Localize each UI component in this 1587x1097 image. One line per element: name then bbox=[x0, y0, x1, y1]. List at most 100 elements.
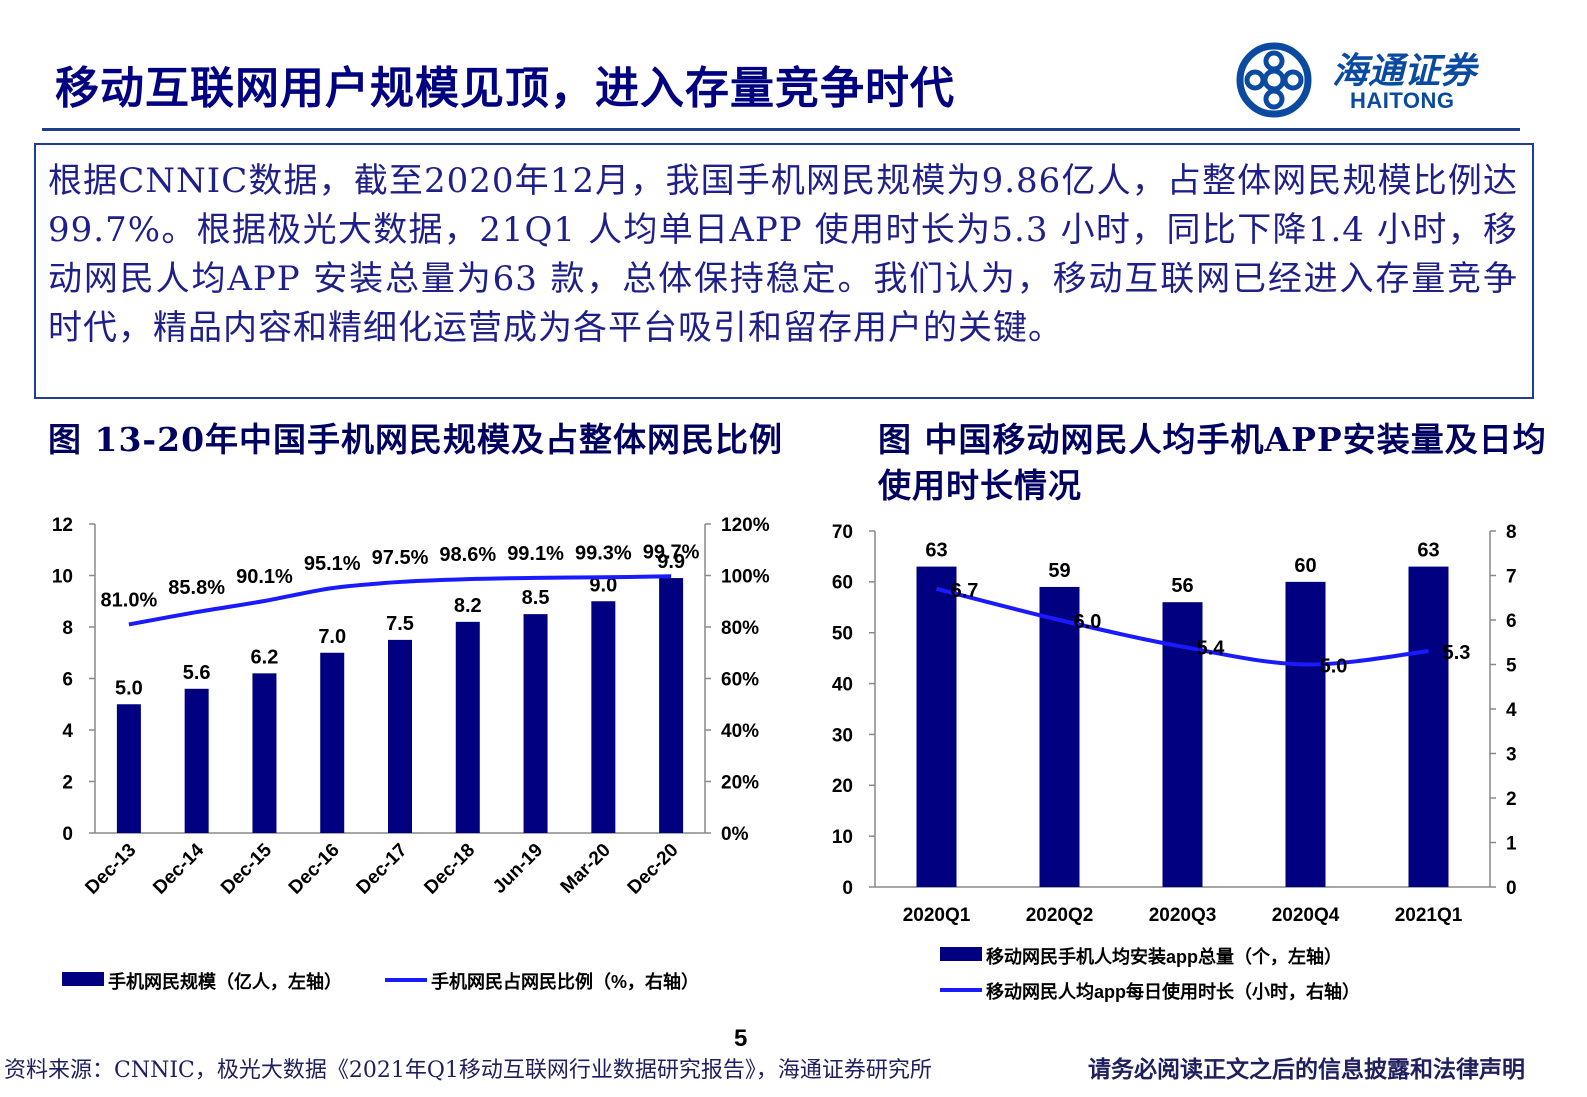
legend-bar-swatch bbox=[62, 972, 104, 986]
series-line bbox=[128, 574, 672, 627]
bar-value-label: 5.0 bbox=[115, 677, 143, 699]
x-category-label: 2020Q3 bbox=[1149, 905, 1217, 926]
bar-value-label: 9.9 bbox=[657, 551, 685, 573]
bar bbox=[591, 601, 616, 833]
x-category-label: Dec-13 bbox=[82, 840, 141, 899]
right-tick-label: 6 bbox=[1506, 611, 1517, 632]
right-tick-label: 100% bbox=[721, 566, 770, 587]
line-value-label: 6.0 bbox=[1074, 611, 1102, 633]
line-value-label: 97.5% bbox=[372, 547, 429, 569]
left-tick-label: 0 bbox=[842, 878, 853, 899]
line-value-label: 85.8% bbox=[168, 577, 225, 599]
bar bbox=[455, 621, 480, 833]
line-value-label: 99.7% bbox=[643, 541, 700, 563]
left-tick-label: 6 bbox=[62, 669, 73, 690]
right-tick-label: 0 bbox=[1506, 878, 1517, 899]
legend-bar-swatch bbox=[940, 947, 982, 961]
bar-value-label: 8.2 bbox=[454, 595, 482, 617]
bar-value-label: 8.5 bbox=[522, 587, 550, 609]
right-tick-label: 80% bbox=[721, 618, 759, 639]
bar-value-label: 9.0 bbox=[589, 574, 617, 596]
right-tick-label: 5 bbox=[1506, 655, 1517, 676]
line-value-label: 5.3 bbox=[1443, 642, 1471, 664]
source-note: 资料来源：CNNIC，极光大数据《2021年Q1移动互联网行业数据研究报告》，海… bbox=[4, 1058, 932, 1083]
page-number: 5 bbox=[734, 1025, 748, 1052]
bar-value-label: 63 bbox=[1417, 540, 1439, 562]
left-tick-label: 0 bbox=[62, 824, 73, 845]
left-tick-label: 10 bbox=[52, 566, 73, 587]
right-tick-label: 20% bbox=[721, 772, 759, 793]
bar-value-label: 7.0 bbox=[318, 626, 346, 648]
chart-app-usage: 01020304050607001234567863595660636.76.0… bbox=[832, 522, 1517, 1002]
x-category-label: Jun-19 bbox=[489, 840, 547, 898]
bar bbox=[1039, 586, 1080, 887]
header-divider bbox=[42, 128, 1520, 131]
x-category-label: Mar-20 bbox=[557, 840, 615, 898]
x-category-label: Dec-16 bbox=[285, 840, 344, 899]
right-tick-label: 120% bbox=[721, 515, 770, 536]
right-tick-label: 7 bbox=[1506, 566, 1517, 587]
line-value-label: 98.6% bbox=[439, 544, 496, 566]
left-tick-label: 10 bbox=[832, 827, 853, 848]
left-tick-label: 30 bbox=[832, 725, 853, 746]
bar bbox=[320, 652, 345, 833]
x-category-label: 2021Q1 bbox=[1395, 905, 1463, 926]
line-value-label: 90.1% bbox=[236, 566, 293, 588]
x-category-label: Dec-15 bbox=[217, 839, 276, 898]
bar-value-label: 7.5 bbox=[386, 613, 414, 635]
line-value-label: 6.7 bbox=[951, 580, 979, 602]
x-category-label: Dec-20 bbox=[624, 840, 683, 899]
bar-value-label: 59 bbox=[1048, 560, 1070, 582]
logo-text-en: HAITONG bbox=[1350, 88, 1455, 113]
right-tick-label: 40% bbox=[721, 721, 759, 742]
figure2-title: 图 中国移动网民人均手机APP安装量及日均使用时长情况 bbox=[878, 420, 1547, 505]
line-value-label: 5.4 bbox=[1197, 638, 1226, 660]
bar-value-label: 5.6 bbox=[183, 662, 211, 684]
line-value-label: 5.0 bbox=[1320, 656, 1348, 678]
right-tick-label: 60% bbox=[721, 669, 759, 690]
disclaimer-link[interactable]: 请务必阅读正文之后的信息披露和法律声明 bbox=[1088, 1056, 1525, 1083]
right-tick-label: 2 bbox=[1506, 789, 1517, 810]
bar bbox=[916, 566, 957, 887]
bar bbox=[523, 614, 548, 833]
legend-label: 移动网民人均app每日使用时长（小时，右轴） bbox=[986, 981, 1360, 1002]
bar-value-label: 56 bbox=[1171, 575, 1193, 597]
summary-box: 根据CNNIC数据，截至2020年12月，我国手机网民规模为9.86亿人，占整体… bbox=[34, 143, 1534, 399]
right-tick-label: 4 bbox=[1506, 700, 1517, 721]
right-tick-label: 0% bbox=[721, 824, 749, 845]
bar-value-label: 63 bbox=[925, 540, 947, 562]
x-category-label: Dec-18 bbox=[420, 840, 479, 899]
line-value-label: 99.3% bbox=[575, 542, 632, 564]
left-tick-label: 50 bbox=[832, 624, 853, 645]
series-line bbox=[936, 586, 1429, 667]
chart-mobile-users: 0246810120%20%40%60%80%100%120%5.05.66.2… bbox=[52, 515, 770, 992]
bar bbox=[252, 673, 277, 833]
bar bbox=[1285, 581, 1326, 887]
line-value-label: 99.1% bbox=[507, 543, 564, 565]
left-tick-label: 2 bbox=[62, 772, 73, 793]
figure1-title: 图 13-20年中国手机网民规模及占整体网民比例 bbox=[48, 420, 784, 459]
left-tick-label: 60 bbox=[832, 573, 853, 594]
logo-text-cn: 海通证券 bbox=[1332, 50, 1477, 92]
left-tick-label: 4 bbox=[62, 721, 73, 742]
left-tick-label: 40 bbox=[832, 674, 853, 695]
x-category-label: 2020Q4 bbox=[1272, 905, 1340, 926]
page-title: 移动互联网用户规模见顶，进入存量竞争时代 bbox=[55, 63, 955, 114]
bar bbox=[116, 704, 141, 833]
left-tick-label: 8 bbox=[62, 618, 73, 639]
left-tick-label: 20 bbox=[832, 776, 853, 797]
right-tick-label: 3 bbox=[1506, 744, 1517, 765]
right-tick-label: 1 bbox=[1506, 833, 1517, 854]
right-tick-label: 8 bbox=[1506, 522, 1517, 543]
left-tick-label: 70 bbox=[832, 522, 853, 543]
x-category-label: 2020Q1 bbox=[903, 905, 971, 926]
left-tick-label: 12 bbox=[52, 515, 73, 536]
x-category-label: 2020Q2 bbox=[1026, 905, 1094, 926]
bar-value-label: 6.2 bbox=[251, 646, 279, 668]
legend-label: 手机网民规模（亿人，左轴） bbox=[108, 971, 342, 992]
bar bbox=[1408, 566, 1449, 887]
bar bbox=[388, 639, 412, 833]
bar bbox=[659, 578, 684, 833]
legend-label: 手机网民占网民比例（%，右轴） bbox=[431, 971, 699, 992]
legend-label: 移动网民手机人均安装app总量（个，左轴） bbox=[986, 946, 1342, 967]
